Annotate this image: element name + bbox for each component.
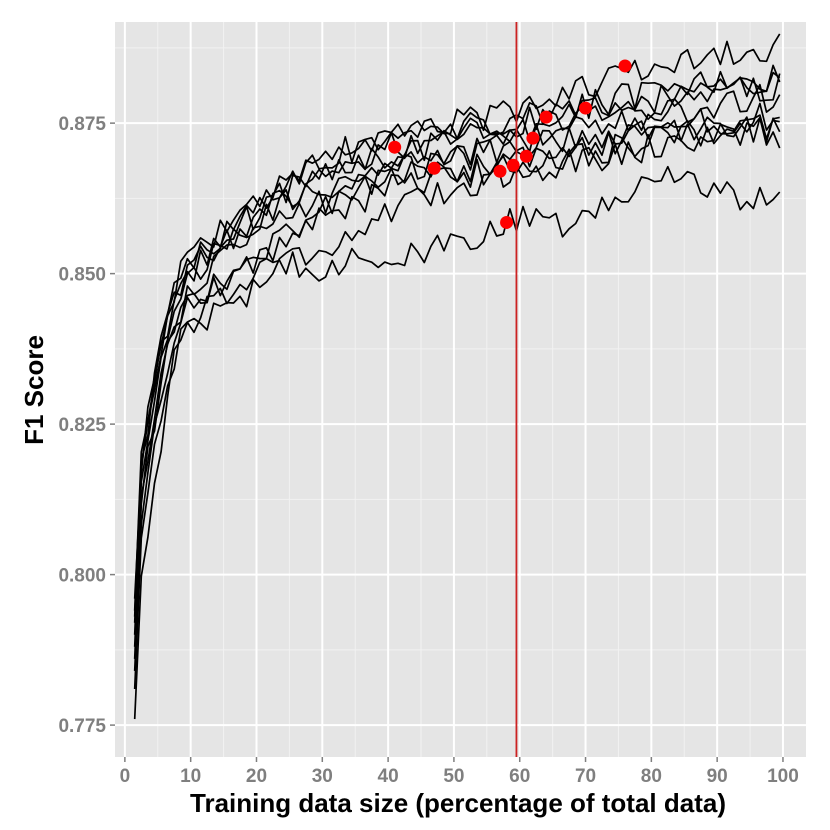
best-point — [427, 161, 441, 175]
x-tick-label: 50 — [443, 766, 464, 787]
x-tick-label: 30 — [312, 766, 333, 787]
y-tick-label: 0.800 — [58, 566, 106, 587]
y-tick-label: 0.775 — [58, 716, 106, 737]
series-line — [133, 33, 781, 599]
series-line — [133, 70, 781, 611]
best-points — [388, 59, 632, 229]
best-point — [388, 140, 402, 154]
best-point — [579, 101, 593, 115]
x-tick-label: 90 — [707, 766, 728, 787]
series-lines — [133, 33, 781, 720]
x-tick-label: 70 — [575, 766, 596, 787]
best-point — [539, 110, 553, 124]
plot-panel — [115, 22, 806, 757]
x-tick-label: 100 — [767, 766, 799, 787]
x-tick-label: 10 — [180, 766, 201, 787]
best-point — [519, 149, 533, 163]
x-tick-label: 0 — [120, 766, 131, 787]
x-tick-label: 20 — [246, 766, 267, 787]
x-tick-label: 40 — [378, 766, 399, 787]
y-tick-label: 0.825 — [58, 415, 106, 436]
series-line — [133, 116, 781, 690]
best-point — [500, 215, 514, 229]
x-tick-label: 60 — [509, 766, 530, 787]
series-line — [133, 165, 781, 720]
best-point — [506, 158, 520, 172]
y-axis-title: F1 Score — [19, 335, 49, 445]
best-point — [493, 164, 507, 178]
grid-major — [115, 22, 806, 757]
y-tick-label: 0.850 — [58, 265, 106, 286]
x-axis-title: Training data size (percentage of total … — [190, 788, 726, 818]
y-axis-ticks: 0.775 0.800 0.825 0.850 0.875 — [58, 114, 115, 737]
x-axis-ticks: 0 10 20 30 40 50 60 70 80 90 100 — [120, 757, 799, 787]
series-line — [133, 116, 781, 659]
y-tick-label: 0.875 — [58, 114, 106, 135]
best-point — [526, 131, 540, 145]
best-point — [618, 59, 632, 73]
x-tick-label: 80 — [641, 766, 662, 787]
